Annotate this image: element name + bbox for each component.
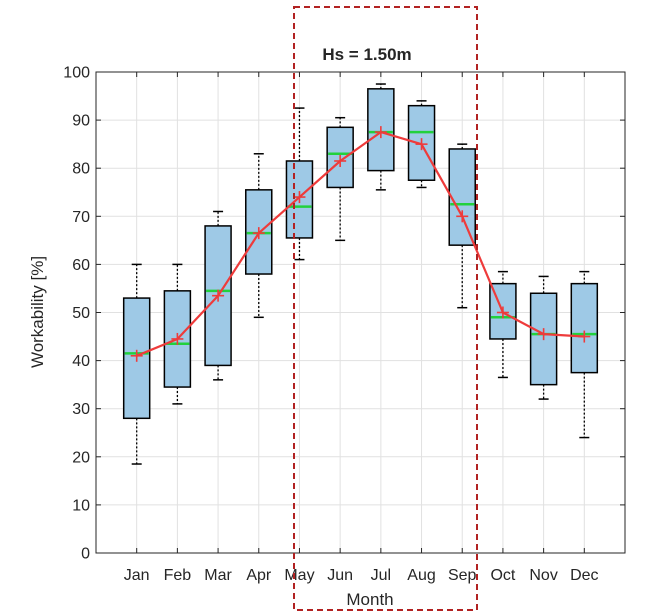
mean-marker-mar [212, 289, 225, 302]
mean-marker-feb [171, 332, 184, 345]
mean-marker-dec [578, 330, 591, 343]
y-tick-label: 10 [72, 497, 90, 514]
x-tick-label-apr: Apr [246, 567, 272, 584]
y-tick-label: 100 [63, 65, 90, 82]
x-tick-label-nov: Nov [529, 567, 557, 584]
mean-trend-line [136, 131, 585, 357]
y-tick-label: 60 [72, 257, 90, 274]
chart-title: Hs = 1.50m [322, 45, 411, 64]
mean-marker-jan [130, 349, 143, 362]
x-tick-label-jun: Jun [327, 567, 353, 584]
x-tick-label-may: May [284, 567, 314, 584]
mean-marker-sep [456, 210, 469, 223]
mean-marker-apr [252, 227, 265, 240]
mean-trend [130, 126, 591, 362]
axis-ticks: 0 10 20 30 40 50 60 70 80 90 100 Jan Feb Mar Apr May Jun… [63, 65, 625, 584]
mean-marker-nov [537, 328, 550, 341]
x-tick-label-mar: Mar [204, 567, 232, 584]
boxes [122, 88, 599, 420]
y-tick-label: 40 [72, 353, 90, 370]
mean-marker-jun [334, 154, 347, 167]
box-dec [570, 282, 599, 374]
box-sep [448, 148, 476, 246]
whiskers [131, 83, 590, 465]
x-tick-label-jan: Jan [124, 567, 150, 584]
mean-marker-oct [496, 306, 509, 319]
y-tick-label: 90 [72, 113, 90, 130]
x-tick-label-dec: Dec [570, 567, 598, 584]
mean-marker-may [293, 191, 306, 204]
x-tick-label-aug: Aug [407, 567, 435, 584]
x-axis-label: Month [346, 590, 393, 609]
highlight-region [293, 6, 478, 611]
x-tick-label-oct: Oct [490, 567, 515, 584]
y-tick-label: 20 [72, 449, 90, 466]
y-tick-label: 50 [72, 305, 90, 322]
y-tick-label: 0 [81, 546, 90, 563]
y-tick-label: 30 [72, 401, 90, 418]
y-axis-label: Workability [%] [28, 256, 47, 368]
y-tick-label: 80 [72, 161, 90, 178]
mean-marker-jul [374, 126, 387, 139]
x-tick-label-jul: Jul [371, 567, 391, 584]
x-tick-label-feb: Feb [164, 567, 192, 584]
mean-marker-aug [415, 138, 428, 151]
x-tick-label-sep: Sep [448, 567, 477, 584]
y-tick-label: 70 [72, 209, 90, 226]
